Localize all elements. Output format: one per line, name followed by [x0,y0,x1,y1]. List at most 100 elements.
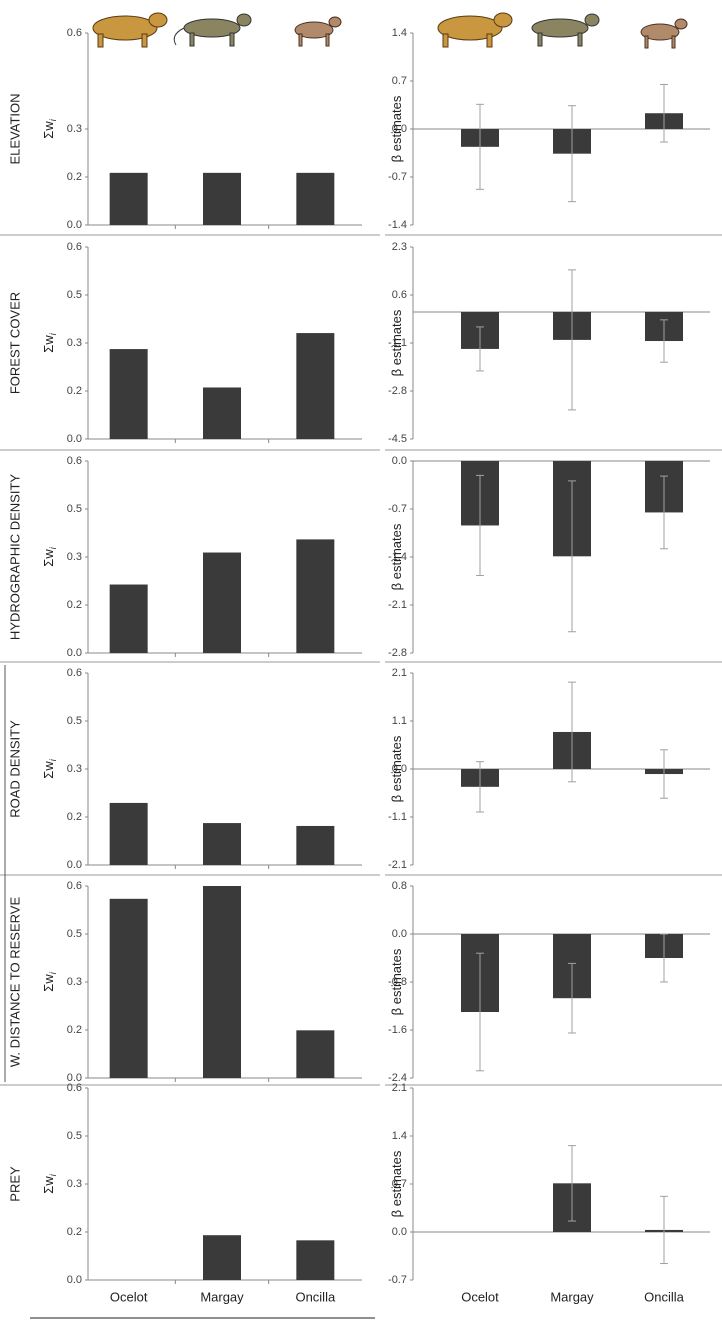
cat-illustrations [92,12,688,49]
y-tick-label: 0.7 [392,1178,407,1190]
y-tick-label: 0.8 [392,880,407,892]
y-axis-label: Σwi [41,332,58,352]
y-tick-label: 2.1 [392,667,407,679]
y-tick-label: 0.5 [67,289,82,301]
y-label-text: Σw [41,761,56,779]
bar [296,172,335,225]
y-axis-label: Σwi [41,118,58,138]
y-tick-label: 0.2 [67,599,82,611]
y-tick-label: 0.3 [67,976,82,988]
y-tick-label: 0.2 [67,811,82,823]
y-label-subscript: i [48,332,58,335]
y-label-subscript: i [48,1173,58,1176]
y-tick-label: 0.6 [67,455,82,467]
y-tick-label: -0.7 [388,1274,407,1286]
y-label-text: β estimates [389,523,404,590]
y-tick-label: 0.2 [67,1024,82,1036]
y-tick-label: 0.6 [67,880,82,892]
y-tick-label: -0.7 [388,503,407,515]
y-tick-label: 0.3 [67,337,82,349]
y-tick-label: -1.1 [388,337,407,349]
y-tick-label: 0.0 [67,1072,82,1084]
y-tick-label: -1.4 [388,219,407,231]
y-label-text: Σw [41,335,56,353]
bar [203,387,241,439]
y-axis-label: Σwi [41,546,58,566]
y-tick-label: -1.4 [388,551,407,563]
y-label-text: β estimates [389,948,404,1015]
y-label-subscript: i [48,546,58,549]
y-tick-label: 0.7 [392,75,407,87]
x-tick-label: Ocelot [461,1289,499,1304]
y-label-text: β estimates [389,95,404,162]
y-tick-label: 0.5 [67,715,82,727]
y-tick-label: 0.0 [392,763,407,775]
row-label: FOREST COVER [7,292,22,394]
y-tick-label: 0.2 [67,171,82,183]
row-label: PREY [7,1166,22,1202]
y-tick-label: -0.8 [388,976,407,988]
y-tick-label: -2.4 [388,1072,407,1084]
y-tick-label: 0.5 [67,928,82,940]
y-tick-label: 0.0 [392,1226,407,1238]
y-tick-label: 0.0 [392,928,407,940]
y-axis-label: Σwi [41,758,58,778]
y-axis-label: β estimates [389,735,404,802]
bar [296,1240,335,1280]
y-tick-label: 0.0 [392,123,407,135]
y-tick-label: -2.8 [388,647,407,659]
row-label: ROAD DENSITY [7,720,22,818]
x-tick-label: Margay [550,1289,594,1304]
x-tick-label: Margay [200,1289,244,1304]
y-tick-label: 0.3 [67,123,82,135]
x-tick-label: Oncilla [644,1289,685,1304]
bar [109,898,148,1078]
y-tick-label: -1.1 [388,811,407,823]
y-axis-label: Σwi [41,971,58,991]
row-label: HYDROGRAPHIC DENSITY [7,474,22,640]
y-tick-label: 1.1 [392,715,407,727]
bar [203,552,241,653]
bar [109,802,148,865]
y-label-text: Σw [41,974,56,992]
y-tick-label: 0.2 [67,1226,82,1238]
y-tick-label: -4.5 [388,433,407,445]
y-axis-label: β estimates [389,948,404,1015]
y-tick-label: 0.3 [67,763,82,775]
y-tick-label: 1.4 [392,27,407,39]
y-tick-label: -2.1 [388,599,407,611]
y-tick-label: -0.7 [388,171,407,183]
bar [203,886,241,1078]
bar [203,1235,241,1280]
y-tick-label: 0.0 [67,859,82,871]
y-label-text: β estimates [389,309,404,376]
row-label: W. DISTANCE TO RESERVE [7,897,22,1068]
separators [0,234,722,1319]
x-tick-label: Oncilla [295,1289,336,1304]
y-tick-label: 0.0 [67,647,82,659]
y-label-subscript: i [48,758,58,761]
y-tick-label: 2.1 [392,1082,407,1094]
bar [296,1030,335,1078]
y-label-text: β estimates [389,735,404,802]
y-tick-label: 0.6 [392,289,407,301]
x-tick-label: Ocelot [110,1289,148,1304]
y-tick-label: -2.8 [388,385,407,397]
y-axis-label: Σwi [41,1173,58,1193]
y-tick-label: -2.1 [388,859,407,871]
bar [109,172,148,225]
y-tick-label: 0.6 [67,667,82,679]
y-tick-label: 0.0 [392,455,407,467]
y-tick-label: 0.5 [67,1130,82,1142]
y-axis-label: β estimates [389,95,404,162]
bar [296,333,335,439]
bar [109,584,148,653]
y-label-subscript: i [48,971,58,974]
y-axis-label: β estimates [389,1150,404,1217]
y-label-text: Σw [41,121,56,139]
y-axis-label: β estimates [389,523,404,590]
y-tick-label: 0.6 [67,27,82,39]
y-label-text: β estimates [389,1150,404,1217]
